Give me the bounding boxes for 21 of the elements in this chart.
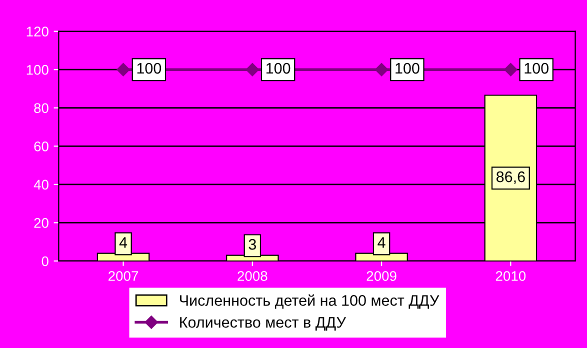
- data-label: 100: [137, 62, 162, 74]
- x-tick-label: 2010: [496, 271, 526, 281]
- data-label: 4: [119, 237, 128, 248]
- data-label: 3: [248, 238, 256, 250]
- y-tick-label: 120: [26, 26, 48, 36]
- x-tick-label: 2007: [108, 271, 138, 281]
- data-label: 100: [524, 62, 548, 74]
- y-tick-label: 80: [34, 103, 48, 114]
- y-tick-label: 0: [42, 256, 48, 266]
- data-label: 100: [396, 62, 420, 74]
- data-label: 86,6: [496, 171, 525, 184]
- y-tick-label: 100: [26, 64, 48, 75]
- x-tick-label: 2008: [238, 271, 268, 281]
- y-tick-label: 40: [34, 180, 48, 190]
- y-tick-label: 60: [34, 141, 48, 152]
- x-tick-label: 2009: [366, 271, 396, 281]
- legend-label: Количество мест в ДДУ: [180, 317, 346, 331]
- y-tick-label: 20: [34, 218, 48, 228]
- legend-label: Численность детей на 100 мест ДДУ: [180, 294, 440, 309]
- data-label: 100: [266, 62, 290, 74]
- data-label: 4: [378, 237, 386, 248]
